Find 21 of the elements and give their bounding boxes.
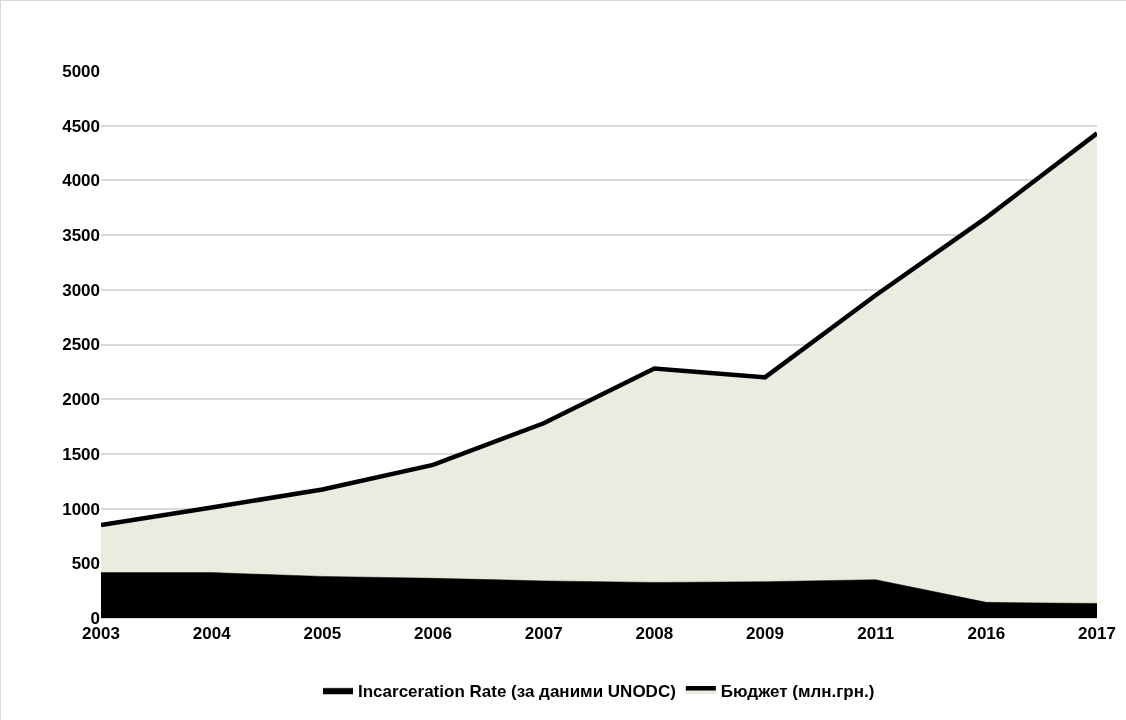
x-tick-label: 2005 [303,624,342,644]
x-tick-label: 2007 [524,624,563,644]
x-tick-label: 2017 [1078,624,1116,644]
x-tick-label: 2011 [857,624,895,644]
y-tick-label: 2500 [62,335,100,355]
y-tick-label: 3000 [62,280,100,300]
x-tick-label: 2008 [635,624,674,644]
x-tick-label: 2009 [746,624,784,644]
y-tick-label: 3500 [62,226,100,246]
y-tick-label: 2000 [62,390,100,410]
y-tick-label: 1000 [62,499,100,519]
y-tick-label: 4000 [62,171,100,191]
legend-label: Бюджет (млн.грн.) [720,681,875,701]
x-tick-label: 2016 [967,624,1006,644]
x-tick-label: 2004 [192,624,232,644]
y-tick-label: 500 [71,554,100,574]
y-tick-label: 1500 [62,444,100,464]
y-tick-label: 4500 [62,116,100,136]
y-tick-label: 5000 [62,61,100,81]
legend-label: Incarceration Rate (за даними UNODC) [358,681,676,701]
x-tick-label: 2006 [414,624,452,644]
